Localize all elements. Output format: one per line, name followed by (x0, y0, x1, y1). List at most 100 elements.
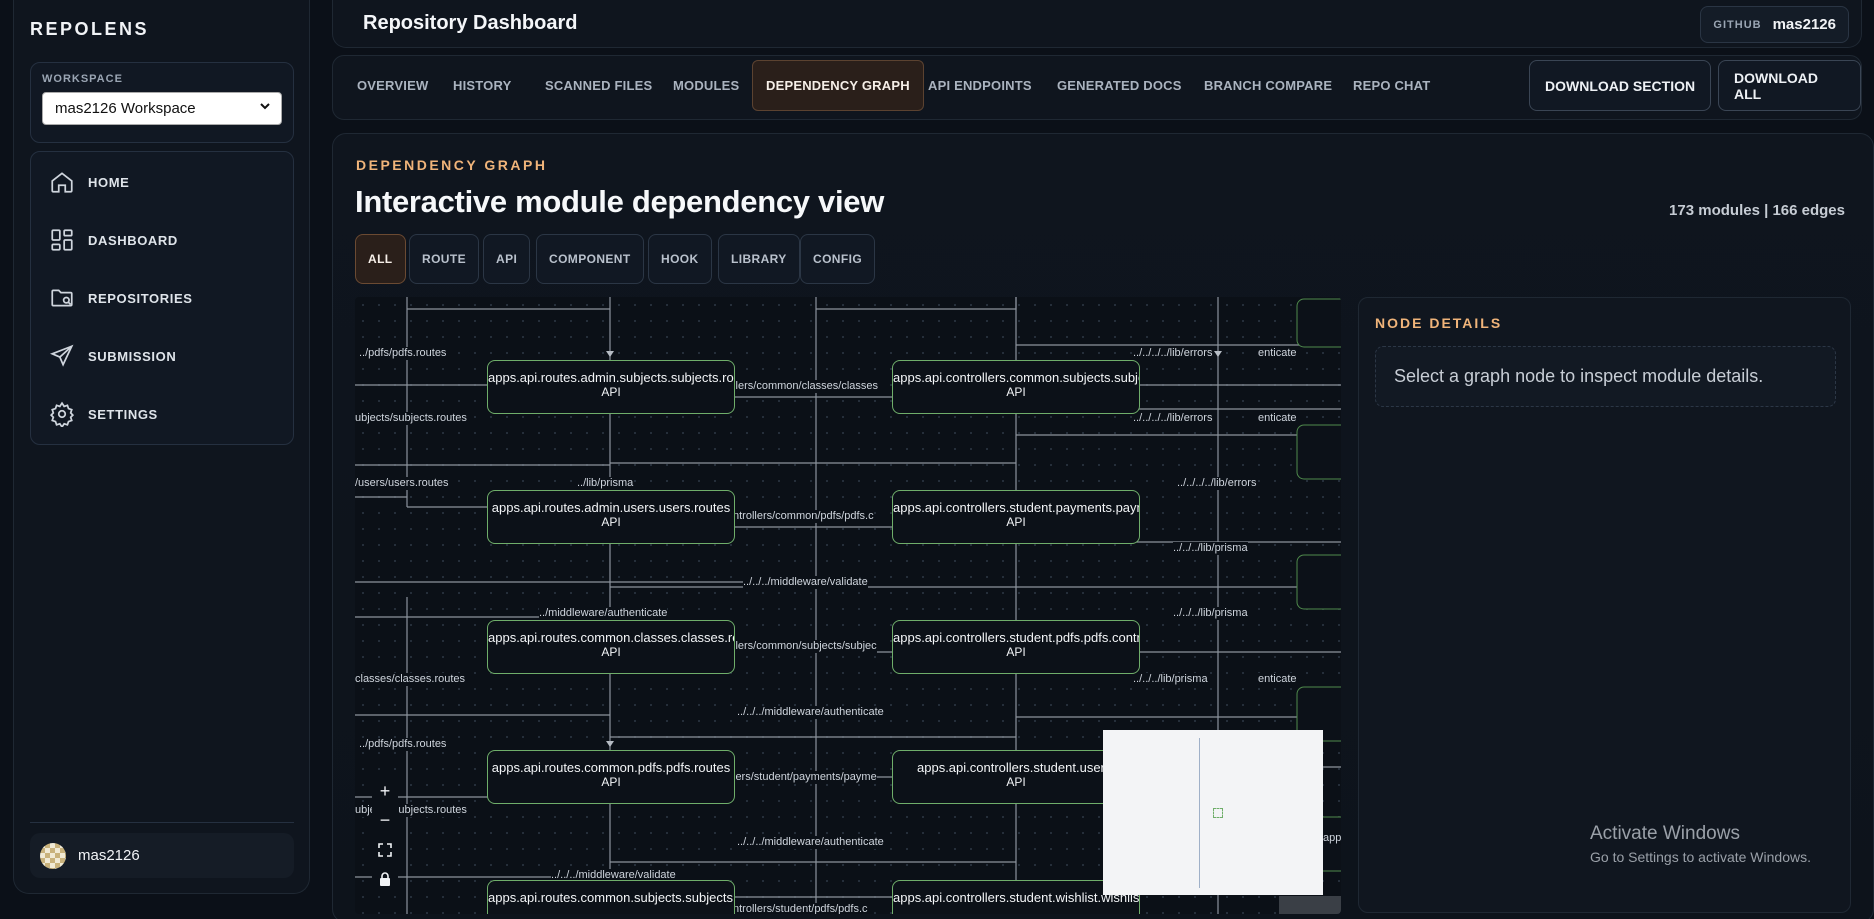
edge-label: enticate (1258, 673, 1297, 686)
edge-label: ../../../lib/prisma (1173, 607, 1248, 620)
node-name: apps.api.routes.common.pdfs.pdfs.routes (491, 760, 731, 775)
watermark-line-1: Activate Windows (1590, 823, 1740, 844)
github-label: GITHUB (1713, 18, 1762, 31)
sidebar-item-home[interactable]: HOME (49, 167, 129, 197)
sidebar-item-label: SETTINGS (88, 406, 158, 422)
node-kind: API (601, 645, 621, 659)
sidebar-item-dashboard[interactable]: DASHBOARD (49, 225, 178, 255)
sidebar-item-settings[interactable]: SETTINGS (49, 399, 158, 429)
sidebar-nav: HOME DASHBOARD REPOSITORIES SUBMISSION S… (30, 151, 294, 445)
node-name: apps.api.routes.admin.users.users.routes (491, 500, 731, 515)
filter-api[interactable]: API (483, 234, 531, 284)
graph-node[interactable]: apps.api.routes.admin.subjects.subjects.… (487, 360, 735, 414)
graph-minimap[interactable] (1103, 730, 1323, 895)
sidebar-item-submission[interactable]: SUBMISSION (49, 341, 176, 371)
graph-node[interactable]: apps.api.routes.common.classes.classes.r… (487, 620, 735, 674)
node-kind: API (1006, 645, 1026, 659)
graph-node[interactable]: apps.api.routes.admin.users.users.routes… (487, 490, 735, 544)
node-details-panel: NODE DETAILS Select a graph node to insp… (1358, 297, 1851, 913)
node-name: apps.api.routes.common.classes.classes.r… (488, 630, 734, 645)
edge-label: ../pdfs/pdfs.routes (359, 738, 447, 751)
graph-canvas[interactable]: ../pdfs/pdfs.routes ollers/common/classe… (355, 297, 1341, 914)
node-name: apps.api.routes.common.subjects.subjects… (488, 890, 734, 905)
filter-library[interactable]: LIBRARY (718, 234, 800, 284)
sidebar-item-label: SUBMISSION (88, 348, 177, 364)
graph-node[interactable]: apps.api.routes.common.pdfs.pdfs.routes … (487, 750, 735, 804)
edge-label: ../../../lib/prisma (1133, 673, 1208, 686)
edge-label: ../pdfs/pdfs.routes (359, 347, 447, 360)
edge-label: classes/classes.routes (355, 673, 466, 686)
edge-label: ../middleware/authenticate (539, 607, 668, 620)
home-icon (51, 172, 73, 193)
graph-node[interactable]: apps.api.controllers.student.payments.pa… (892, 490, 1140, 544)
graph-node[interactable]: apps.api.controllers.student.users. API (892, 750, 1140, 804)
filter-hook[interactable]: HOOK (648, 234, 712, 284)
fit-view-button[interactable] (372, 835, 398, 864)
tab-scanned-files[interactable]: SCANNED FILES (545, 78, 653, 93)
brand-logo[interactable]: REPOLENS (30, 19, 150, 39)
workspace-select-value: mas2126 Workspace (55, 100, 196, 117)
sidebar-item-repositories[interactable]: REPOSITORIES (49, 283, 192, 313)
user-profile[interactable]: mas2126 (30, 833, 294, 878)
node-name: apps.api.controllers.student.payments.pa… (893, 500, 1139, 515)
edge-label: ../lib/prisma (577, 477, 634, 490)
tab-branch-compare[interactable]: BRANCH COMPARE (1204, 78, 1333, 93)
tab-repo-chat[interactable]: REPO CHAT (1353, 78, 1431, 93)
github-badge[interactable]: GITHUB mas2126 (1700, 6, 1849, 43)
sidebar: REPOLENS WORKSPACE mas2126 Workspace HOM… (13, 0, 310, 894)
zoom-in-button[interactable]: + (379, 781, 391, 801)
node-kind: API (1006, 385, 1026, 399)
graph-node[interactable]: apps.api.routes.common.subjects.subjects… (487, 880, 735, 914)
folder-icon (51, 289, 73, 307)
edge-label: ../../../middleware/validate (743, 576, 868, 589)
edge-label: ntrollers/student/pdfs/pdfs.c (733, 903, 868, 914)
edge-label: ../../../../lib/errors (1133, 412, 1213, 425)
watermark-line-2: Go to Settings to activate Windows. (1590, 849, 1811, 865)
divider (30, 822, 294, 823)
node-kind: API (601, 515, 621, 529)
graph-stats: 173 modules | 166 edges (1669, 202, 1845, 219)
edge-label: app (1323, 832, 1341, 845)
minimap-edge (1199, 738, 1200, 888)
send-icon (49, 344, 74, 367)
graph-node[interactable]: apps.api.controllers.student.pdfs.pdfs.c… (892, 620, 1140, 674)
tab-api-endpoints[interactable]: API ENDPOINTS (928, 78, 1032, 93)
tab-history[interactable]: HISTORY (453, 78, 512, 93)
top-header: Repository Dashboard GITHUB mas2126 (332, 0, 1862, 48)
edge-label: lers/student/payments/payme (733, 771, 877, 784)
section-title: Interactive module dependency view (355, 184, 885, 219)
edge-label: ../../../../lib/errors (1177, 477, 1257, 490)
node-details-title: NODE DETAILS (1375, 315, 1503, 331)
filter-config[interactable]: CONFIG (800, 234, 876, 284)
graph-node[interactable]: apps.api.controllers.student.wishlist.wi… (892, 880, 1140, 914)
lock-icon (380, 871, 390, 886)
workspace-select[interactable]: mas2126 Workspace (42, 92, 282, 125)
node-kind: API (1006, 775, 1026, 789)
edge-label: ../../../../lib/errors (1133, 347, 1213, 360)
tab-modules[interactable]: MODULES (673, 78, 740, 93)
tab-dependency-graph[interactable]: DEPENDENCY GRAPH (752, 60, 924, 111)
lock-button[interactable] (372, 864, 398, 893)
fit-view-icon (378, 842, 392, 857)
grid-icon (51, 229, 73, 251)
tab-generated-docs[interactable]: GENERATED DOCS (1057, 78, 1182, 93)
user-name: mas2126 (78, 847, 140, 864)
zoom-out-button[interactable]: − (379, 810, 391, 830)
filter-component[interactable]: COMPONENT (536, 234, 644, 284)
avatar (40, 842, 66, 869)
attribution-badge (1279, 896, 1341, 914)
filter-all[interactable]: ALL (355, 234, 406, 284)
download-all-button[interactable]: DOWNLOAD ALL (1718, 60, 1861, 111)
sidebar-item-label: DASHBOARD (88, 232, 178, 248)
edge-label: enticate (1258, 347, 1297, 360)
tab-overview[interactable]: OVERVIEW (357, 78, 429, 93)
edge-label: ubjects/subjects.routes (355, 412, 467, 425)
graph-node[interactable]: apps.api.controllers.common.subjects.sub… (892, 360, 1140, 414)
edge-label: ntrollers/common/pdfs/pdfs.c (733, 510, 874, 523)
filter-route[interactable]: ROUTE (409, 234, 479, 284)
graph-controls: + − (372, 777, 398, 894)
gear-icon (49, 401, 75, 427)
download-section-button[interactable]: DOWNLOAD SECTION (1529, 60, 1712, 111)
node-name: apps.api.controllers.common.subjects.sub… (893, 370, 1139, 385)
node-name: apps.api.routes.admin.subjects.subjects.… (488, 370, 734, 385)
